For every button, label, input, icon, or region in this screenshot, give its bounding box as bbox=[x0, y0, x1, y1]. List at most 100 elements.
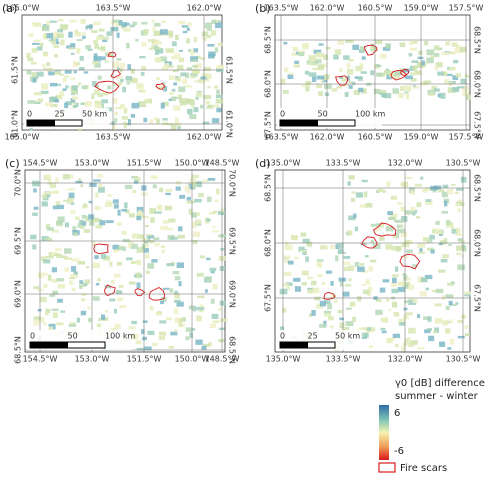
map-pixel bbox=[36, 71, 44, 77]
map-pixel bbox=[171, 88, 176, 92]
map-pixel bbox=[412, 264, 418, 268]
map-pixel bbox=[344, 284, 352, 287]
map-pixel bbox=[116, 58, 122, 61]
map-pixel bbox=[393, 220, 399, 223]
map-pixel bbox=[179, 318, 186, 322]
map-pixel bbox=[195, 339, 203, 345]
map-pixel bbox=[64, 267, 69, 273]
map-pixel bbox=[414, 183, 422, 187]
scale-bar bbox=[279, 341, 308, 349]
map-pixel bbox=[460, 254, 465, 257]
map-pixel bbox=[342, 83, 350, 86]
map-pixel bbox=[43, 322, 47, 326]
map-pixel bbox=[165, 192, 171, 196]
lon-label: 133.5°W bbox=[326, 159, 361, 168]
map-pixel bbox=[375, 299, 382, 302]
map-pixel bbox=[33, 22, 42, 27]
map-pixel bbox=[346, 62, 351, 69]
map-pixel bbox=[114, 118, 118, 123]
map-pixel bbox=[144, 346, 152, 351]
map-pixel bbox=[179, 194, 186, 199]
map-pixel bbox=[54, 99, 59, 102]
map-pixel bbox=[294, 60, 300, 64]
map-pixel bbox=[116, 76, 123, 79]
lat-label: 67.5°N bbox=[473, 284, 482, 312]
map-pixel bbox=[92, 296, 100, 301]
map-pixel bbox=[292, 277, 301, 282]
map-pixel bbox=[196, 272, 204, 277]
map-pixel bbox=[342, 327, 350, 331]
map-pixel bbox=[59, 73, 64, 76]
map-pixel bbox=[360, 263, 365, 266]
map-pixel bbox=[72, 105, 77, 109]
map-pixel bbox=[94, 62, 101, 68]
map-pixel bbox=[81, 214, 87, 219]
map-pixel bbox=[103, 257, 111, 261]
map-pixel bbox=[153, 237, 160, 241]
map-pixel bbox=[153, 117, 157, 121]
map-pixel bbox=[403, 68, 410, 73]
fire-scar bbox=[363, 44, 378, 56]
map-pixel bbox=[298, 246, 305, 253]
map-pixel bbox=[455, 302, 459, 305]
map-pixel bbox=[387, 211, 393, 216]
map-pixel bbox=[139, 234, 145, 239]
legend-title: γ0 [dB] difference bbox=[395, 378, 485, 389]
map-pixel bbox=[353, 213, 357, 219]
map-pixel bbox=[300, 232, 307, 237]
map-pixel bbox=[419, 248, 423, 252]
map-pixel bbox=[218, 308, 222, 311]
map-pixel bbox=[181, 98, 189, 104]
fire-scar bbox=[110, 69, 122, 79]
map-pixel bbox=[200, 104, 204, 109]
map-pixel bbox=[99, 220, 106, 226]
map-pixel bbox=[71, 258, 80, 262]
map-pixel bbox=[44, 33, 48, 39]
map-pixel bbox=[308, 313, 313, 317]
map-pixel bbox=[210, 298, 215, 304]
map-pixel bbox=[301, 43, 309, 50]
map-pixel bbox=[84, 279, 91, 284]
map-pixel bbox=[69, 102, 76, 106]
map-pixel bbox=[32, 212, 38, 216]
map-pixel bbox=[33, 188, 37, 193]
map-pixel bbox=[145, 253, 150, 259]
map-pixel bbox=[282, 89, 289, 94]
map-pixel bbox=[330, 280, 334, 286]
map-pixel bbox=[112, 124, 117, 130]
map-pixel bbox=[348, 81, 352, 84]
map-pixel bbox=[395, 344, 399, 348]
map-pixel bbox=[113, 273, 121, 278]
map-pixel bbox=[39, 296, 47, 303]
map-pixel bbox=[331, 294, 336, 298]
map-pixel bbox=[324, 84, 332, 90]
map-pixel bbox=[405, 176, 413, 179]
map-pixel bbox=[210, 30, 217, 36]
lat-label: 70.0°N bbox=[14, 169, 23, 197]
map-pixel bbox=[343, 55, 350, 60]
map-pixel bbox=[46, 33, 54, 39]
map-pixel bbox=[48, 323, 56, 330]
map-pixel bbox=[51, 31, 59, 38]
map-pixel bbox=[287, 74, 294, 80]
map-pixel bbox=[154, 41, 163, 45]
map-pixel bbox=[433, 45, 440, 51]
map-pixel bbox=[33, 286, 40, 290]
map-pixel bbox=[120, 22, 127, 27]
map-pixel bbox=[218, 256, 226, 261]
map-pixel bbox=[143, 31, 148, 36]
map-pixel bbox=[317, 52, 325, 58]
map-pixel bbox=[141, 243, 149, 248]
map-pixel bbox=[393, 71, 401, 76]
map-pixel bbox=[187, 22, 192, 27]
map-pixel bbox=[169, 288, 174, 293]
map-pixel bbox=[399, 42, 406, 48]
map-pixel bbox=[122, 121, 127, 125]
map-pixel bbox=[42, 51, 49, 57]
map-pixel bbox=[348, 278, 352, 282]
map-pixel bbox=[178, 86, 186, 93]
map-pixel bbox=[103, 36, 109, 40]
map-pixel bbox=[445, 294, 454, 298]
map-pixel bbox=[425, 287, 430, 291]
map-pixel bbox=[347, 68, 354, 75]
